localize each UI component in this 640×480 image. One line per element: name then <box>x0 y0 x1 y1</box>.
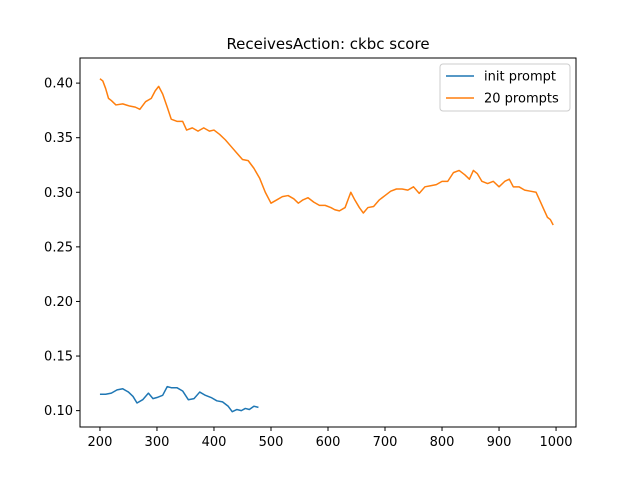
axes: 200 300 400 500 600 700 800 900 1000 0.10 0.15 0.20… <box>44 77 573 450</box>
legend-label: init prompt <box>484 70 556 85</box>
legend-label: 20 prompts <box>484 92 559 107</box>
chart-title: ReceivesAction: ckbc score <box>226 35 429 53</box>
y-tick-label: 0.10 <box>44 404 73 419</box>
x-tick-label: 600 <box>316 435 341 450</box>
legend: init prompt 20 prompts <box>439 63 571 112</box>
series-line-1 <box>99 78 554 226</box>
series-line-0 <box>99 385 259 413</box>
x-tick-label: 500 <box>259 435 284 450</box>
y-tick-label: 0.15 <box>44 350 73 365</box>
x-tick-label: 900 <box>487 435 512 450</box>
y-tick-label: 0.35 <box>44 131 73 146</box>
x-tick-label: 400 <box>202 435 227 450</box>
x-tick-label: 1000 <box>539 435 572 450</box>
y-tick-label: 0.25 <box>44 240 73 255</box>
x-tick-label: 300 <box>145 435 170 450</box>
y-tick-label: 0.40 <box>44 77 73 92</box>
y-tick-label: 0.30 <box>44 186 73 201</box>
plot-area <box>99 78 554 413</box>
x-tick-label: 700 <box>373 435 398 450</box>
y-tick-label: 0.20 <box>44 295 73 310</box>
x-tick-label: 200 <box>88 435 113 450</box>
x-tick-label: 800 <box>430 435 455 450</box>
plot-frame <box>79 57 577 428</box>
